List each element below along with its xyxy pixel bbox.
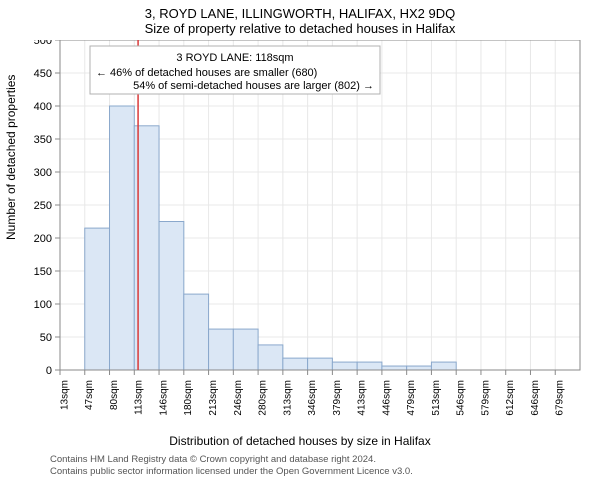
x-tick-label: 413sqm	[357, 380, 368, 416]
histogram-bar	[110, 106, 135, 370]
x-tick-label: 213sqm	[208, 380, 219, 416]
x-tick-label: 579sqm	[480, 380, 491, 416]
y-tick-label: 250	[34, 200, 52, 212]
chart-subtitle: Size of property relative to detached ho…	[0, 21, 600, 40]
annotation-line-3: 54% of semi-detached houses are larger (…	[133, 80, 374, 92]
y-tick-label: 150	[34, 266, 52, 278]
histogram-chart: 0 50 100 150 200 250 300 350 400 450 500 13sqm 47sqm…	[0, 40, 590, 430]
annotation-line-1: 3 ROYD LANE: 118sqm	[176, 52, 293, 64]
x-tick-label: 612sqm	[505, 380, 516, 416]
x-tick-label: 146sqm	[158, 380, 169, 416]
y-axis-label: Number of detached properties	[4, 75, 18, 240]
x-tick-label: 513sqm	[431, 380, 442, 416]
histogram-bar	[357, 362, 382, 370]
y-tick-label: 100	[34, 299, 52, 311]
y-tick-label: 50	[40, 332, 52, 344]
x-tick-label: 113sqm	[134, 380, 145, 415]
histogram-bar	[184, 294, 209, 370]
x-tick-label: 646sqm	[530, 380, 541, 416]
histogram-bar	[233, 329, 258, 370]
histogram-bar	[283, 358, 308, 370]
chart-container: 3, ROYD LANE, ILLINGWORTH, HALIFAX, HX2 …	[0, 0, 600, 500]
y-tick-label: 0	[46, 365, 52, 377]
y-tick-label: 200	[34, 233, 52, 245]
annotation-line-2: ← 46% of detached houses are smaller (68…	[96, 67, 317, 79]
histogram-bar	[407, 366, 432, 370]
y-tick-label: 400	[34, 101, 52, 113]
address-title: 3, ROYD LANE, ILLINGWORTH, HALIFAX, HX2 …	[0, 0, 600, 21]
x-tick-label: 246sqm	[233, 380, 244, 416]
histogram-bar	[258, 345, 283, 370]
y-tick-label: 300	[34, 167, 52, 179]
x-tick-label: 546sqm	[456, 380, 467, 416]
x-tick-label: 479sqm	[406, 380, 417, 416]
histogram-bar	[308, 358, 333, 370]
x-tick-label: 280sqm	[258, 380, 269, 416]
footer-attribution: Contains HM Land Registry data © Crown c…	[0, 448, 600, 479]
x-axis-label: Distribution of detached houses by size …	[0, 434, 600, 448]
histogram-bar	[382, 366, 407, 370]
histogram-bar	[159, 222, 184, 371]
x-tick-label: 679sqm	[555, 380, 566, 416]
x-tick-label: 180sqm	[183, 380, 194, 416]
x-tick-label: 47sqm	[84, 380, 95, 410]
y-tick-label: 350	[34, 134, 52, 146]
x-tick-label: 379sqm	[332, 380, 343, 416]
x-tick-label: 446sqm	[381, 380, 392, 416]
y-tick-label: 450	[34, 68, 52, 80]
x-tick-label: 80sqm	[109, 380, 120, 410]
x-tick-label: 313sqm	[282, 380, 293, 416]
histogram-bar	[431, 362, 456, 370]
histogram-bar	[85, 228, 110, 370]
x-tick-label: 346sqm	[307, 380, 318, 416]
footer-line-2: Contains public sector information licen…	[50, 466, 588, 478]
footer-line-1: Contains HM Land Registry data © Crown c…	[50, 454, 588, 466]
y-tick-label: 500	[34, 40, 52, 47]
histogram-bar	[209, 329, 234, 370]
histogram-bar	[332, 362, 357, 370]
x-tick-label: 13sqm	[59, 380, 70, 410]
